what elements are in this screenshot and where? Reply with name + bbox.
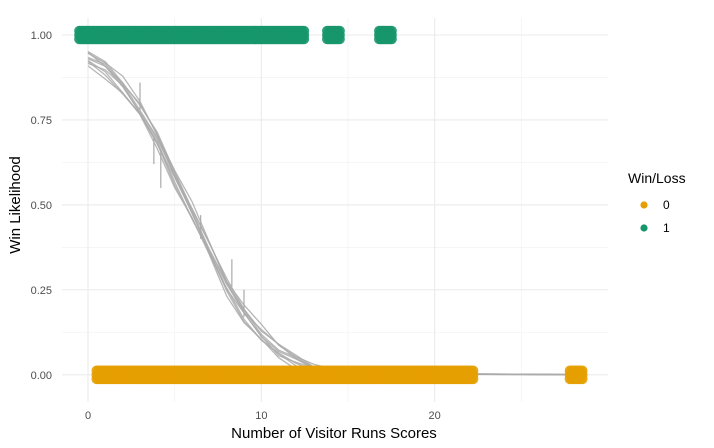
fit-curve-line xyxy=(87,51,583,376)
y-tick-label: 1.00 xyxy=(31,30,52,42)
y-tick-label: 0.00 xyxy=(31,370,52,382)
x-axis-title: Number of Visitor Runs Scores xyxy=(231,425,437,442)
data-point xyxy=(386,25,397,37)
legend-key xyxy=(640,224,648,232)
y-axis-title: Win Likelihood xyxy=(7,156,24,254)
fit-curve-line xyxy=(87,62,583,376)
y-tick-label: 0.25 xyxy=(31,285,52,297)
y-axis-ticks: 0.00 0.25 0.50 0.75 1.00 xyxy=(31,30,52,382)
data-point xyxy=(467,365,479,376)
fit-curve-line xyxy=(87,50,583,376)
x-tick-label: 0 xyxy=(85,410,91,422)
fit-curve-line xyxy=(87,56,583,376)
legend-label: 0 xyxy=(663,198,670,212)
fit-curve-line xyxy=(87,58,583,376)
legend: Win/Loss 0 1 xyxy=(628,170,686,235)
data-point xyxy=(334,25,345,37)
fit-curve-line xyxy=(87,52,583,376)
x-tick-label: 20 xyxy=(429,410,441,422)
y-tick-label: 0.75 xyxy=(31,115,52,127)
data-point xyxy=(298,25,310,37)
x-tick-label: 10 xyxy=(255,410,267,422)
fit-curve-line xyxy=(87,60,583,376)
fit-curve-line xyxy=(87,61,583,376)
legend-key xyxy=(640,201,648,209)
y-tick-label: 0.50 xyxy=(31,200,52,212)
data-point xyxy=(577,365,588,376)
fit-curve-group xyxy=(87,50,583,376)
grid xyxy=(62,18,608,402)
x-axis-ticks: 0 10 20 xyxy=(85,410,441,422)
fit-curve-line xyxy=(87,65,583,376)
points-group xyxy=(74,25,588,385)
legend-title: Win/Loss xyxy=(628,170,686,186)
legend-label: 1 xyxy=(663,221,670,235)
